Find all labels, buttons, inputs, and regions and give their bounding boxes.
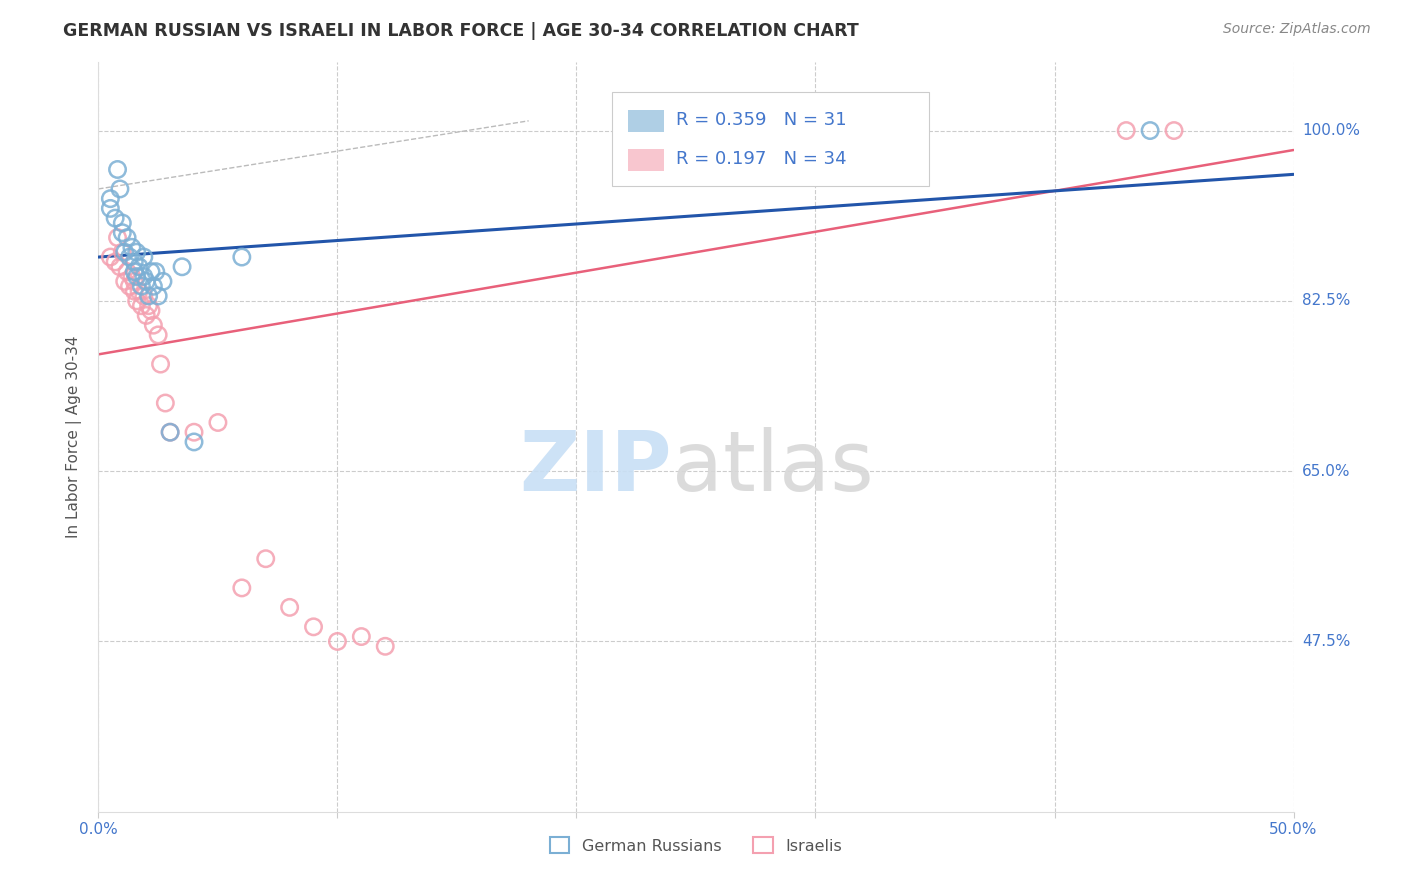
Point <box>139 303 162 318</box>
Text: R = 0.197   N = 34: R = 0.197 N = 34 <box>676 150 846 168</box>
Point <box>145 265 167 279</box>
Point <box>124 265 146 279</box>
Point <box>124 284 146 298</box>
Text: atlas: atlas <box>672 426 873 508</box>
Point <box>155 396 177 410</box>
Point <box>148 289 170 303</box>
Point <box>132 269 155 284</box>
Point <box>159 425 181 440</box>
Point <box>142 279 165 293</box>
Point <box>183 434 205 449</box>
Point <box>121 269 143 284</box>
Point <box>98 202 122 216</box>
Point <box>254 551 277 566</box>
Point <box>138 299 160 313</box>
Point <box>1115 123 1137 137</box>
Point <box>278 600 301 615</box>
Point <box>132 250 155 264</box>
Text: R = 0.359   N = 31: R = 0.359 N = 31 <box>676 112 846 129</box>
Point <box>118 279 141 293</box>
Point <box>118 250 141 264</box>
Point <box>183 425 205 440</box>
Point <box>374 640 396 654</box>
Bar <box>628 110 664 132</box>
Point <box>98 192 122 206</box>
Point <box>125 269 148 284</box>
Point <box>326 634 349 648</box>
Point <box>231 581 253 595</box>
Text: Source: ZipAtlas.com: Source: ZipAtlas.com <box>1223 22 1371 37</box>
Point <box>128 260 150 274</box>
Point <box>1139 123 1161 137</box>
Point <box>138 289 160 303</box>
FancyBboxPatch shape <box>613 93 929 186</box>
Point <box>108 182 131 196</box>
Point <box>302 620 325 634</box>
Point <box>115 265 138 279</box>
Point <box>111 226 134 240</box>
Point <box>111 245 134 260</box>
Point <box>104 255 127 269</box>
Point <box>135 274 157 288</box>
Point <box>131 299 153 313</box>
Point <box>124 255 146 269</box>
Point <box>108 260 131 274</box>
Point <box>132 289 155 303</box>
Point <box>148 327 170 342</box>
Point <box>114 245 136 260</box>
Text: ZIP: ZIP <box>520 426 672 508</box>
Legend: German Russians, Israelis: German Russians, Israelis <box>544 830 848 860</box>
Point <box>142 318 165 333</box>
Point <box>98 250 122 264</box>
Text: GERMAN RUSSIAN VS ISRAELI IN LABOR FORCE | AGE 30-34 CORRELATION CHART: GERMAN RUSSIAN VS ISRAELI IN LABOR FORCE… <box>63 22 859 40</box>
Point <box>350 630 373 644</box>
Point <box>131 279 153 293</box>
Point <box>135 309 157 323</box>
Point <box>115 230 138 244</box>
Point <box>172 260 194 274</box>
Point <box>128 284 150 298</box>
Text: 100.0%: 100.0% <box>1302 123 1360 138</box>
Point <box>114 274 136 288</box>
Point <box>121 240 143 254</box>
Y-axis label: In Labor Force | Age 30-34: In Labor Force | Age 30-34 <box>66 335 83 539</box>
Point <box>124 274 146 288</box>
Point <box>231 250 253 264</box>
Text: 65.0%: 65.0% <box>1302 464 1350 479</box>
Point <box>107 162 129 177</box>
Point <box>125 293 148 308</box>
Text: 82.5%: 82.5% <box>1302 293 1350 309</box>
Point <box>104 211 127 226</box>
Bar <box>628 149 664 171</box>
Point <box>111 216 134 230</box>
Point <box>107 230 129 244</box>
Point <box>207 416 229 430</box>
Point <box>1163 123 1185 137</box>
Point <box>149 357 172 371</box>
Text: 47.5%: 47.5% <box>1302 634 1350 648</box>
Point <box>139 265 162 279</box>
Point <box>159 425 181 440</box>
Point <box>152 274 174 288</box>
Point <box>125 245 148 260</box>
